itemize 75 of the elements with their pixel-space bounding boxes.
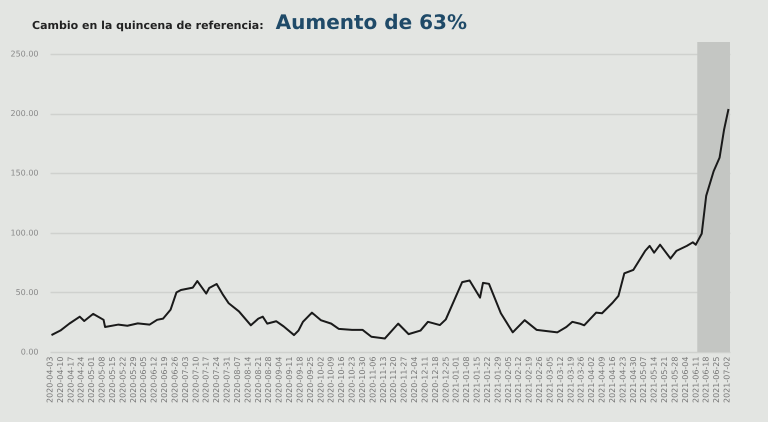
y-tick-label: 250.00 (10, 49, 38, 58)
x-tick-label: 2020-09-18 (295, 356, 304, 403)
x-tick-label: 2020-11-06 (368, 356, 378, 403)
x-tick-label: 2021-01-01 (452, 356, 461, 403)
x-tick-label: 2020-05-22 (118, 356, 128, 403)
line-series (50, 108, 730, 340)
x-tick-label: 2020-08-28 (264, 356, 274, 403)
x-tick-label: 2020-08-07 (232, 356, 242, 403)
x-tick-label: 2020-10-16 (337, 356, 346, 403)
x-tick-label: 2020-06-12 (150, 356, 159, 403)
x-tick-label: 2021-04-09 (598, 356, 607, 403)
x-tick-label: 2021-06-04 (680, 356, 690, 403)
x-tick-label: 2020-07-03 (180, 356, 190, 403)
x-tick-label: 2020-04-24 (76, 356, 86, 403)
x-tick-label: 2021-02-05 (504, 356, 513, 403)
y-tick-label: 100.00 (10, 228, 38, 238)
x-tick-label: 2020-06-26 (170, 356, 180, 403)
x-tick-label: 2021-05-14 (650, 356, 659, 403)
chart-subtitle: Aumento de 63% (276, 10, 467, 34)
x-tick-label: 2021-05-07 (639, 356, 648, 403)
x-tick-label: 2020-11-27 (400, 356, 409, 403)
x-tick-label: 2021-04-02 (587, 356, 596, 403)
x-tick-label: 2021-01-08 (462, 356, 472, 403)
x-tick-label: 2020-11-20 (389, 356, 398, 403)
x-tick-label: 2020-05-01 (87, 356, 96, 403)
x-tick-label: 2021-01-29 (493, 356, 502, 403)
y-tick-label: 50.00 (16, 288, 38, 297)
x-tick-label: 2021-05-28 (670, 356, 680, 403)
x-tick-label: 2021-03-12 (556, 356, 565, 403)
x-tick-label: 2021-06-25 (712, 356, 722, 403)
x-tick-label: 2020-10-09 (326, 356, 336, 403)
x-tick-label: 2020-07-17 (202, 356, 211, 403)
x-tick-label: 2020-09-04 (274, 356, 284, 403)
x-tick-label: 2020-06-05 (139, 356, 148, 403)
y-tick-label: 0.00 (20, 348, 38, 356)
x-tick-label: 2020-07-24 (212, 356, 222, 403)
x-tick-label: 2021-02-12 (514, 356, 524, 403)
x-tick-label: 2020-05-08 (98, 356, 107, 403)
x-tick-label: 2020-04-03 (46, 356, 54, 403)
x-tick-label: 2020-12-25 (441, 356, 450, 403)
x-tick-label: 2020-08-21 (254, 356, 263, 403)
x-tick-label: 2021-02-19 (524, 356, 534, 403)
x-tick-label: 2020-05-15 (108, 356, 117, 403)
x-tick-label: 2020-09-25 (306, 356, 315, 403)
x-tick-label: 2021-03-19 (566, 356, 576, 403)
x-tick-label: 2021-03-05 (545, 356, 554, 403)
x-tick-label: 2020-12-18 (430, 356, 440, 403)
x-tick-label: 2020-09-11 (285, 356, 294, 403)
x-tick-label: 2020-04-10 (56, 356, 65, 403)
x-tick-label: 2021-05-21 (660, 356, 670, 403)
x-tick-label: 2020-10-30 (358, 356, 367, 403)
x-tick-label: 2020-05-29 (128, 356, 138, 403)
y-tick-label: 200.00 (10, 109, 38, 118)
x-tick-label: 2020-06-19 (160, 356, 170, 403)
x-tick-label: 2021-03-26 (576, 356, 586, 403)
x-tick-label: 2021-06-18 (702, 356, 711, 403)
x-tick-label: 2021-01-22 (482, 356, 492, 403)
x-tick-label: 2021-06-11 (691, 356, 700, 403)
x-tick-label: 2021-04-30 (628, 356, 638, 403)
x-tick-label: 2020-10-23 (348, 356, 357, 403)
x-tick-label: 2020-07-31 (222, 356, 232, 403)
x-tick-label: 2021-02-26 (535, 356, 544, 403)
x-tick-label: 2020-11-13 (378, 356, 388, 403)
x-tick-label: 2021-01-15 (472, 356, 482, 403)
x-tick-label: 2020-04-17 (66, 356, 76, 403)
x-tick-label: 2021-04-23 (618, 356, 628, 403)
x-tick-label: 2021-07-02 (722, 356, 732, 403)
y-tick-label: 150.00 (10, 168, 38, 178)
x-tick-label: 2020-07-10 (191, 356, 200, 403)
x-tick-label: 2020-10-02 (316, 356, 326, 403)
x-tick-label: 2020-12-11 (420, 356, 430, 403)
x-tick-label: 2020-08-14 (243, 356, 252, 403)
chart-title: Cambio en la quincena de referencia: (32, 19, 264, 32)
x-tick-label: 2021-04-16 (608, 356, 617, 403)
x-tick-label: 2020-12-04 (410, 356, 420, 403)
